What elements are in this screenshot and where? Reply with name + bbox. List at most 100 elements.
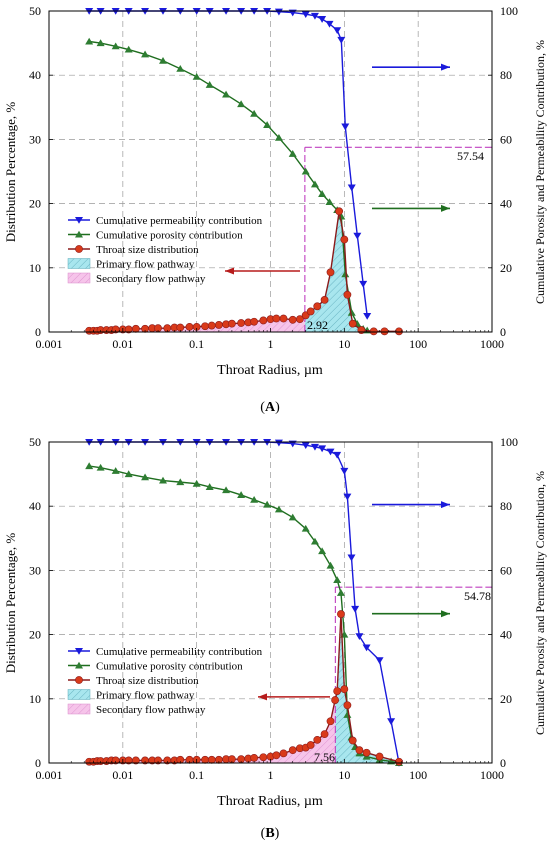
panel-a: 0.001 0.01 0.1 1 10 100 1000010203040500204060…	[3, 4, 547, 415]
direction-arrow-head	[441, 204, 450, 212]
throat-distribution-marker	[259, 316, 268, 325]
y-left-tick-label: 0	[35, 325, 41, 339]
y-axis-right-title: Cumulative Porosity and Permeability Con…	[533, 40, 547, 304]
y-right-tick-label: 80	[500, 499, 512, 513]
y-left-tick-label: 20	[29, 628, 41, 642]
porosity-marker	[250, 495, 259, 503]
legend-label: Cumulative porosity contribution	[96, 661, 243, 673]
permeability-marker	[318, 16, 327, 23]
permeability-marker	[375, 657, 384, 665]
y-left-tick-label: 40	[29, 499, 41, 513]
y-left-tick-label: 30	[29, 132, 41, 146]
throat-distribution-marker	[279, 749, 288, 758]
x-axis-title: Throat Radius, µm	[217, 794, 323, 809]
porosity-marker	[237, 491, 246, 498]
permeability-marker	[359, 280, 368, 288]
legend-label: Cumulative permeability contribution	[96, 646, 263, 658]
porosity-marker	[205, 81, 214, 88]
y-right-tick-label: 60	[500, 563, 512, 577]
permeability-marker	[274, 8, 283, 16]
axis-ticks: 0.001 0.01 0.1 1 10 100 1000010203040500204060…	[29, 4, 518, 351]
primary-flow-pathway-area	[304, 211, 399, 332]
porosity-marker	[222, 90, 231, 98]
throat-distribution-marker	[237, 319, 246, 327]
throat-distribution-marker	[395, 757, 403, 766]
throat-distribution-marker	[306, 741, 315, 749]
direction-arrow-head	[441, 501, 450, 509]
legend-label: Cumulative permeability contribution	[96, 215, 263, 227]
y-left-tick-label: 50	[29, 435, 41, 449]
permeability-marker	[333, 27, 342, 35]
y-right-tick-label: 40	[500, 197, 512, 211]
porosity-marker	[111, 42, 120, 50]
grid-lines	[49, 11, 492, 332]
legend: Cumulative permeability contribution Cumu…	[67, 646, 263, 716]
permeability-marker	[341, 123, 350, 131]
porosity-marker	[222, 486, 231, 494]
porosity-curve	[89, 465, 400, 764]
permeability-marker	[347, 184, 356, 192]
throat-distribution-marker	[201, 322, 209, 331]
permeability-marker	[326, 448, 335, 456]
throat-distribution-marker	[201, 755, 209, 764]
legend-label: Primary flow pathway	[96, 259, 195, 271]
throat-distribution-marker	[154, 756, 162, 765]
legend-throat-marker	[75, 676, 83, 684]
threshold-value-label: 7.56	[314, 750, 335, 764]
porosity-marker	[96, 39, 105, 47]
throat-distribution-marker	[380, 327, 389, 336]
permeability-marker	[310, 443, 319, 451]
x-tick-label: 100	[409, 768, 427, 782]
porosity-marker	[326, 561, 335, 569]
x-tick-label: 10	[338, 768, 350, 782]
porosity-marker	[337, 212, 346, 220]
porosity-marker	[205, 483, 214, 490]
throat-distribution-marker	[375, 752, 384, 761]
porosity-marker	[192, 73, 201, 80]
throat-distribution-marker	[343, 290, 352, 299]
x-tick-label: 1	[268, 768, 274, 782]
porosity-marker	[176, 478, 185, 486]
x-axis-title: Throat Radius, µm	[217, 363, 323, 378]
x-tick-label: 0.1	[189, 768, 204, 782]
x-tick-label: 0.01	[112, 337, 133, 351]
throat-distribution-marker	[131, 324, 140, 333]
series-layer	[85, 439, 403, 767]
x-tick-label: 0.001	[36, 337, 63, 351]
porosity-marker	[141, 50, 150, 58]
throat-distribution-marker	[214, 321, 223, 329]
porosity-marker	[263, 121, 272, 128]
x-tick-label: 0.1	[189, 337, 204, 351]
throat-distribution-marker	[340, 685, 349, 694]
throat-distribution-marker	[331, 696, 340, 704]
porosity-marker	[274, 133, 283, 141]
permeability-marker	[353, 232, 362, 240]
x-tick-label: 1000	[480, 768, 504, 782]
permeability-marker	[355, 633, 364, 641]
permeability-marker	[274, 439, 283, 447]
y-right-tick-label: 60	[500, 132, 512, 146]
x-tick-label: 0.001	[36, 768, 63, 782]
y-left-tick-label: 0	[35, 756, 41, 770]
x-tick-label: 0.01	[112, 768, 133, 782]
threshold-guides	[334, 586, 492, 763]
primary-flow-pathway-area	[335, 614, 399, 763]
throat-distribution-marker	[250, 753, 259, 762]
y-left-tick-label: 10	[29, 261, 41, 275]
throat-distribution-marker	[207, 321, 216, 330]
legend-primary-swatch	[67, 689, 91, 700]
throat-distribution-marker	[362, 748, 371, 757]
legend-label: Throat size distribution	[96, 244, 199, 256]
permeability-marker	[301, 442, 310, 450]
throat-distribution-marker	[131, 756, 140, 765]
threshold-value-label: 2.92	[307, 318, 328, 332]
legend-porosity-marker	[75, 230, 83, 238]
porosity-marker	[111, 467, 120, 474]
y-right-tick-label: 100	[500, 4, 518, 18]
permeability-marker	[387, 718, 396, 726]
porosity-marker	[159, 56, 168, 64]
porosity-marker	[176, 64, 185, 72]
axis-arrows	[258, 501, 450, 701]
throat-distribution-marker	[369, 327, 378, 336]
